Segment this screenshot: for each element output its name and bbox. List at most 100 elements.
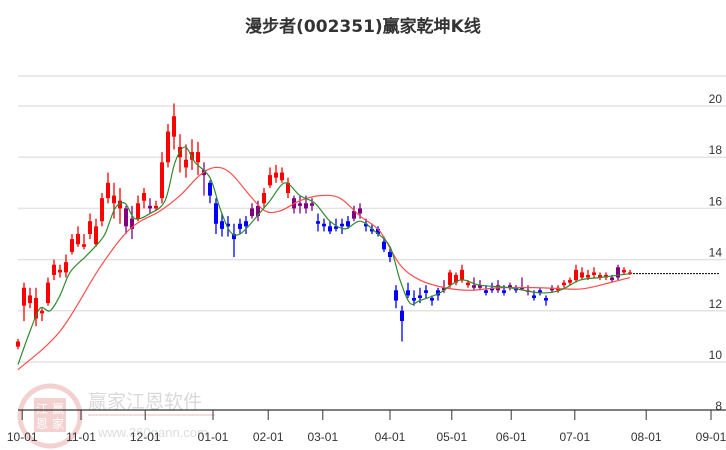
candle [64,254,68,278]
candle-body [520,287,524,290]
candle-body [442,287,446,291]
candle-body [250,208,254,217]
candle-body [448,272,452,286]
candle [16,338,20,350]
candle [46,277,50,306]
candle [598,272,602,281]
candle-body [238,223,242,229]
candle-body [532,295,536,298]
moving-averages [17,146,720,371]
candle-body [280,172,284,181]
candle [616,264,620,281]
candle [280,167,284,183]
candle-body [34,298,38,319]
candle [310,198,314,211]
candle-body [184,159,188,168]
candle-body [562,282,566,286]
candle-body [166,131,170,163]
candle-body [616,267,620,278]
gridlines [18,75,726,363]
candle-body [46,282,50,304]
candle [88,213,92,240]
candle-body [538,290,542,293]
candle [274,164,278,183]
candle-body [304,203,308,209]
candle-body [22,287,26,306]
candle-body [310,203,314,206]
candle-body [400,310,404,322]
candle [268,167,272,188]
candle-body [130,218,134,229]
candle-body [214,203,218,224]
candle [58,264,62,278]
candle-body [574,269,578,281]
candle [226,216,230,237]
candle [394,285,398,309]
candle-body [484,290,488,293]
candle [166,123,170,168]
candle [298,195,302,214]
candle-body [334,226,338,229]
candle [430,295,434,306]
seal-char: 家 [52,416,64,431]
candle-body [478,285,482,288]
candle-body [424,290,428,293]
candle [22,282,26,322]
candle [406,282,410,298]
x-tick-label: 04-01 [375,430,406,444]
candle-body [64,262,68,273]
candle-body [262,193,266,204]
candle-body [406,290,410,296]
candle [208,180,212,204]
candle-body [40,310,44,314]
candle-body [436,290,440,296]
candle-body [622,269,626,273]
watermark-url: www.360gann.com [97,425,208,440]
candle [400,305,404,342]
candle [136,195,140,222]
candle-body [592,272,596,275]
candle [28,287,32,309]
x-tick-label: 01-01 [198,430,229,444]
seal-ring [17,383,83,449]
candle [34,287,38,327]
candle [328,221,332,234]
candle-body [82,244,86,247]
x-tick-label: 05-01 [436,430,467,444]
candle-body [160,162,164,199]
candle [202,162,206,196]
candle [376,226,380,237]
candle-body [550,287,554,291]
x-axis: 10-01 11-01 12-01 01-01 02-01 03-01 04-01 05-01… [7,409,726,444]
candle-body [148,205,152,209]
candle [448,269,452,288]
candle-body [76,234,80,245]
candle-body [568,280,572,283]
candle [130,205,134,240]
x-tick-label: 12-01 [130,430,161,444]
chart-title: 漫步者(002351)赢家乾坤K线 [245,17,481,37]
candle [124,205,128,234]
candle [232,223,236,258]
seal-char: 恩 [36,417,48,431]
candle-body [208,182,212,196]
candle-body [460,269,464,281]
candle-body [628,272,632,274]
candle [220,213,224,237]
x-tick-label: 06-01 [496,430,527,444]
candle [244,216,248,234]
candle [262,187,266,209]
candle-body [544,298,548,301]
candle [184,144,188,178]
candle-body [352,210,356,219]
x-tick-label: 07-01 [559,430,590,444]
candle-body [196,152,200,163]
candle-body [388,251,392,258]
candle-body [418,295,422,298]
candle-body [274,172,278,178]
candle-body [598,274,602,278]
watermark: 江 赢 恩 家 赢家江恩软件 www.360gann.com [17,383,215,449]
x-tick-label: 03-01 [307,430,338,444]
candle-body [298,203,302,206]
